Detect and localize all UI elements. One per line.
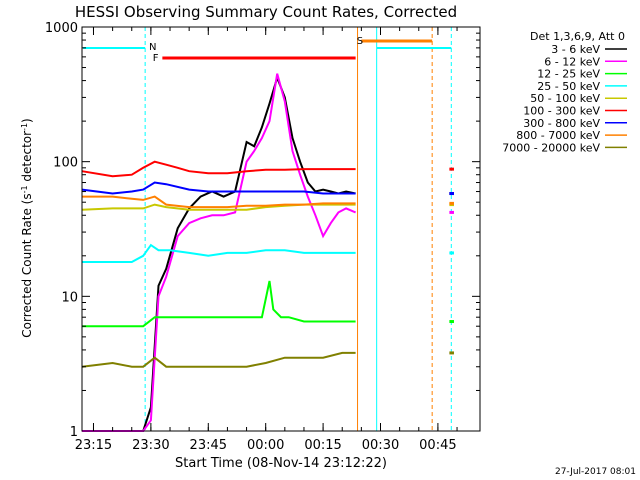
- x-tick-label-2: 23:45: [190, 438, 227, 453]
- x-axis: 23:15 23:30 23:45 00:00 00:15 00:30 00:45: [75, 27, 458, 453]
- legend-label-5: 100 - 300 keV: [523, 105, 600, 118]
- legend-label-8: 7000 - 20000 keV: [502, 141, 600, 154]
- y-axis-label: Corrected Count Rate (s-1 detector-1): [20, 118, 35, 337]
- plot-frame: [81, 26, 481, 432]
- series-line-7: [82, 195, 356, 209]
- x-tick-label-6: 00:45: [419, 438, 456, 453]
- legend-label-4: 50 - 100 keV: [530, 92, 600, 105]
- night-marker-label: N: [149, 42, 156, 53]
- footer-date: 27-Jul-2017 08:01: [555, 467, 636, 477]
- chart-title: HESSI Observing Summary Count Rates, Cor…: [75, 3, 457, 21]
- x-tick-label-3: 00:00: [247, 438, 284, 453]
- x-tick-label-4: 00:15: [304, 438, 341, 453]
- legend-header: Det 1,3,6,9, Att 0: [530, 30, 625, 43]
- legend-label-2: 12 - 25 keV: [537, 68, 600, 81]
- series-line-3: [82, 243, 356, 263]
- x-tick-label-5: 00:30: [362, 438, 399, 453]
- x-axis-label: Start Time (08-Nov-14 23:12:22): [175, 456, 387, 471]
- y-axis-label-sup2: -1: [20, 123, 29, 131]
- y-axis-label-main: Corrected Count Rate (s: [20, 193, 34, 337]
- series-line-8: [81, 351, 356, 368]
- y-tick-label-1: 10: [61, 290, 78, 305]
- series-line-6: [81, 181, 356, 195]
- flare-marker-label: F: [153, 53, 159, 64]
- series-line-2: [82, 280, 356, 328]
- y-tick-label-2: 100: [53, 156, 78, 171]
- legend-label-6: 300 - 800 keV: [523, 117, 600, 130]
- y-axis-label-end: ): [20, 118, 34, 123]
- legend-label-1: 6 - 12 keV: [544, 55, 600, 68]
- y-axis: 1 10 100 1000: [45, 21, 480, 440]
- x-tick-label-1: 23:30: [132, 438, 169, 453]
- y-axis-label-mid: detector: [20, 131, 34, 186]
- legend-label-7: 800 - 7000 keV: [516, 129, 600, 142]
- x-tick-label-0: 23:15: [75, 438, 112, 453]
- series-line-0: [82, 74, 356, 432]
- y-axis-label-sup1: -1: [20, 185, 29, 193]
- legend-label-0: 3 - 6 keV: [551, 43, 600, 56]
- series-line-1: [82, 73, 356, 432]
- series-line-5: [81, 160, 356, 178]
- y-tick-label-3: 1000: [45, 21, 78, 36]
- legend-label-3: 25 - 50 keV: [537, 80, 600, 93]
- y-tick-label-0: 1: [70, 425, 78, 440]
- saa-marker-label: S: [357, 36, 363, 47]
- plot-area: NF S: [81, 27, 454, 432]
